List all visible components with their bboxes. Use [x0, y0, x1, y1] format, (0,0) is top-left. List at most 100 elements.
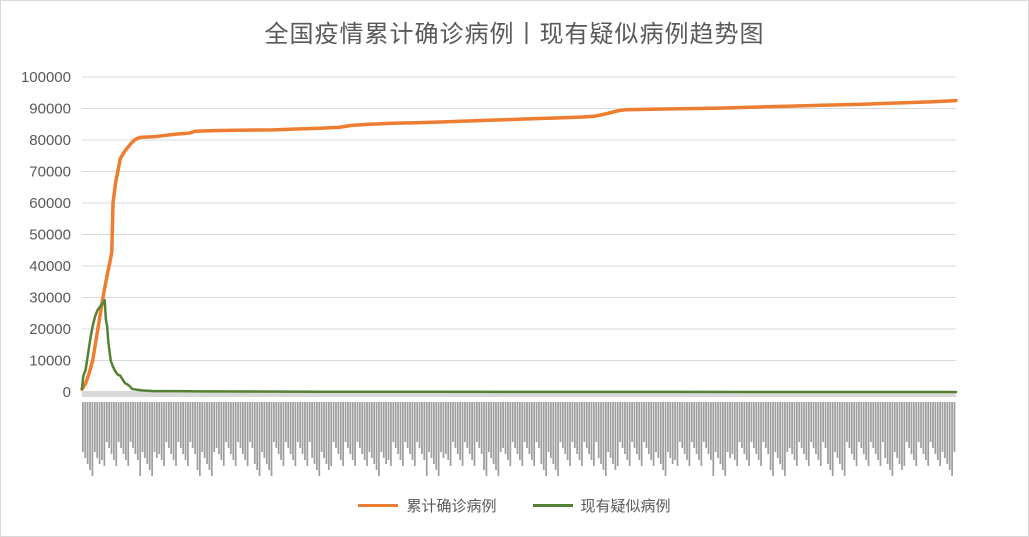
x-tick-label: [609, 402, 612, 458]
x-tick-label: [800, 402, 803, 448]
x-tick-label: [404, 402, 407, 442]
x-tick-label: [392, 402, 395, 442]
x-tick-label: [373, 402, 376, 464]
x-tick-label: [416, 402, 419, 442]
x-tick-label: [378, 402, 380, 476]
x-tick-label: [428, 402, 430, 452]
x-tick-label: [760, 402, 762, 466]
x-tick-label: [225, 402, 227, 442]
x-tick-label: [581, 402, 583, 466]
x-tick-label: [614, 402, 617, 470]
x-tick-label: [796, 402, 798, 466]
x-tick-label: [767, 402, 770, 454]
x-tick-label: [616, 402, 619, 466]
x-tick-label: [533, 402, 536, 466]
y-tick-label-90000: 90000: [29, 101, 71, 118]
x-tick-label: [662, 402, 664, 470]
x-tick-label: [667, 402, 669, 452]
x-tick-label: [745, 402, 748, 460]
x-tick-label: [359, 402, 361, 448]
x-tick-label: [643, 402, 645, 442]
legend-swatch-suspected: [532, 504, 573, 507]
x-tick-label: [939, 402, 942, 466]
x-tick-label: [764, 402, 767, 448]
x-tick-label: [757, 402, 760, 460]
x-tick-label: [712, 402, 715, 476]
x-tick-label: [452, 402, 454, 442]
x-tick-label: [390, 402, 392, 466]
x-tick-label: [117, 402, 120, 442]
x-tick-label: [129, 402, 132, 442]
x-tick-label: [848, 402, 851, 448]
x-tick-label: [330, 402, 333, 466]
x-tick-label: [237, 402, 239, 442]
x-tick-label: [815, 402, 817, 454]
x-tick-label: [624, 402, 626, 454]
series-line-cumulative: [80, 98, 958, 391]
x-tick-label: [399, 402, 402, 460]
x-tick-label: [251, 402, 254, 448]
x-tick-label: [170, 402, 173, 454]
x-tick-label: [86, 402, 89, 464]
x-tick-label: [903, 402, 906, 466]
x-tick-label: [318, 402, 321, 476]
x-tick-label: [838, 402, 841, 464]
x-tick-label: [351, 402, 354, 460]
x-tick-label: [263, 402, 266, 458]
x-tick-label: [578, 402, 581, 460]
x-tick-label: [836, 402, 839, 458]
x-tick-label: [688, 402, 691, 466]
x-tick-label: [464, 402, 466, 442]
legend: 累计确诊病例 现有疑似病例: [0, 495, 1029, 516]
x-tick-label: [588, 402, 590, 454]
legend-label-suspected: 现有疑似病例: [580, 497, 671, 515]
x-tick-label: [664, 402, 667, 476]
x-tick-label: [335, 402, 337, 448]
x-tick-label: [144, 402, 146, 458]
x-tick-label: [650, 402, 653, 460]
x-tick-label: [516, 402, 519, 454]
x-tick-label: [113, 402, 115, 460]
x-tick-label: [184, 402, 187, 460]
x-tick-label: [569, 402, 571, 466]
x-tick-label: [270, 402, 273, 476]
x-tick-label: [258, 402, 261, 476]
x-tick-label: [753, 402, 755, 448]
x-tick-label: [523, 402, 526, 442]
x-tick-label: [296, 402, 299, 442]
x-tick-label: [698, 402, 700, 460]
x-tick-label: [822, 402, 824, 442]
x-tick-label: [915, 402, 918, 466]
x-tick-label: [557, 402, 559, 476]
x-tick-label: [628, 402, 631, 466]
x-tick-label: [846, 402, 848, 442]
x-tick-label: [165, 402, 168, 442]
x-tick-label: [693, 402, 696, 448]
x-tick-label: [141, 402, 144, 452]
x-tick-label: [702, 402, 705, 442]
x-tick-label: [239, 402, 242, 448]
x-tick-label: [858, 402, 860, 442]
x-tick-label: [896, 402, 899, 458]
x-tick-label: [953, 402, 956, 452]
x-tick-label: [686, 402, 688, 460]
x-tick-label: [325, 402, 328, 464]
x-tick-label: [774, 402, 777, 452]
x-tick-label: [877, 402, 879, 460]
x-tick-label: [471, 402, 473, 460]
x-tick-label: [227, 402, 230, 448]
x-tick-label: [449, 402, 452, 466]
x-tick-label: [277, 402, 280, 454]
x-tick-label: [292, 402, 294, 460]
x-tick-label: [213, 402, 216, 452]
x-tick-label: [361, 402, 364, 454]
x-tick-label: [265, 402, 268, 464]
x-tick-label: [344, 402, 347, 442]
y-tick-label-30000: 30000: [29, 290, 71, 307]
x-tick-label: [437, 402, 440, 476]
x-tick-label: [519, 402, 521, 460]
x-tick-label: [626, 402, 629, 460]
x-tick-label: [191, 402, 194, 448]
x-tick-label: [550, 402, 552, 458]
x-tick-label: [812, 402, 815, 448]
